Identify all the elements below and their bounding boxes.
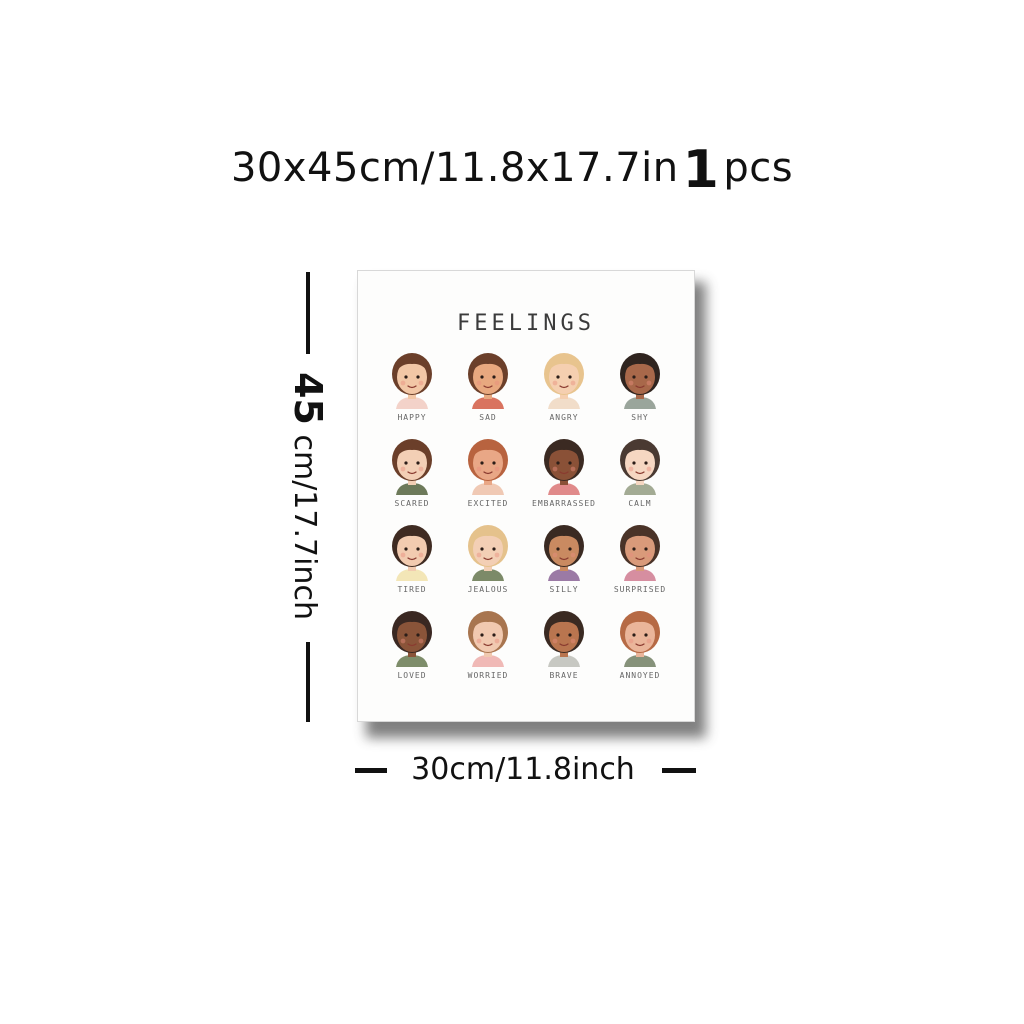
emotion-label: ANGRY xyxy=(549,413,579,422)
emotion-label: SCARED xyxy=(394,499,430,508)
emotion-card: WORRIED xyxy=(450,605,526,685)
emotion-card: ANGRY xyxy=(526,347,602,427)
emotion-label: WORRIED xyxy=(467,671,509,680)
size-headline: 30x45cm/11.8x17.7in1 pcs xyxy=(0,140,1024,200)
height-unit-text: cm/17.7inch xyxy=(287,434,322,620)
child-face-illustration xyxy=(620,525,660,581)
child-face-illustration xyxy=(392,525,432,581)
height-number: 45 xyxy=(286,372,330,425)
emotion-label: LOVED xyxy=(397,671,427,680)
emotion-card: BRAVE xyxy=(526,605,602,685)
emotion-card: EXCITED xyxy=(450,433,526,513)
height-dimension-label: 45 cm/17.7inch xyxy=(286,372,330,620)
piece-unit: pcs xyxy=(723,145,794,191)
emotion-label: EXCITED xyxy=(467,499,509,508)
child-face-illustration xyxy=(392,439,432,495)
width-dimension-line-right xyxy=(662,768,696,773)
child-face-illustration xyxy=(544,611,584,667)
emotion-card: JEALOUS xyxy=(450,519,526,599)
emotion-card: TIRED xyxy=(374,519,450,599)
emotion-label: TIRED xyxy=(397,585,427,594)
emotion-label: JEALOUS xyxy=(467,585,509,594)
child-face-illustration xyxy=(544,353,584,409)
emotion-label: BRAVE xyxy=(549,671,579,680)
child-face-illustration xyxy=(620,439,660,495)
emotion-card: EMBARRASSED xyxy=(526,433,602,513)
emotion-label: SILLY xyxy=(549,585,579,594)
emotion-label: EMBARRASSED xyxy=(532,499,596,508)
emotion-label: CALM xyxy=(628,499,652,508)
child-face-illustration xyxy=(544,525,584,581)
height-dimension-line-bottom xyxy=(306,642,310,722)
emotion-label: SURPRISED xyxy=(613,585,667,594)
emotion-label: ANNOYED xyxy=(619,671,661,680)
piece-count: 1 xyxy=(682,140,720,200)
emotion-label: HAPPY xyxy=(397,413,427,422)
emotion-card: CALM xyxy=(602,433,678,513)
emotion-card: SHY xyxy=(602,347,678,427)
emotion-card: ANNOYED xyxy=(602,605,678,685)
child-face-illustration xyxy=(468,525,508,581)
emotion-card: LOVED xyxy=(374,605,450,685)
child-face-illustration xyxy=(392,611,432,667)
child-face-illustration xyxy=(620,611,660,667)
emotion-card: HAPPY xyxy=(374,347,450,427)
child-face-illustration xyxy=(392,353,432,409)
child-face-illustration xyxy=(544,439,584,495)
child-face-illustration xyxy=(468,439,508,495)
height-dimension-line-top xyxy=(306,272,310,354)
size-text: 30x45cm/11.8x17.7in xyxy=(230,145,679,191)
child-face-illustration xyxy=(468,611,508,667)
emotion-card: SCARED xyxy=(374,433,450,513)
emotion-label: SHY xyxy=(631,413,649,422)
width-dimension-label: 30cm/11.8inch xyxy=(411,752,635,787)
emotion-card: SAD xyxy=(450,347,526,427)
feelings-poster: FEELINGS HAPPY SAD ANGRY SHY SCARED EXCITED EM… xyxy=(357,270,695,722)
width-dimension-line-left xyxy=(355,768,387,773)
child-face-illustration xyxy=(468,353,508,409)
emotion-label: SAD xyxy=(479,413,497,422)
poster-title: FEELINGS xyxy=(457,311,595,336)
emotion-card: SILLY xyxy=(526,519,602,599)
emotion-card: SURPRISED xyxy=(602,519,678,599)
child-face-illustration xyxy=(620,353,660,409)
